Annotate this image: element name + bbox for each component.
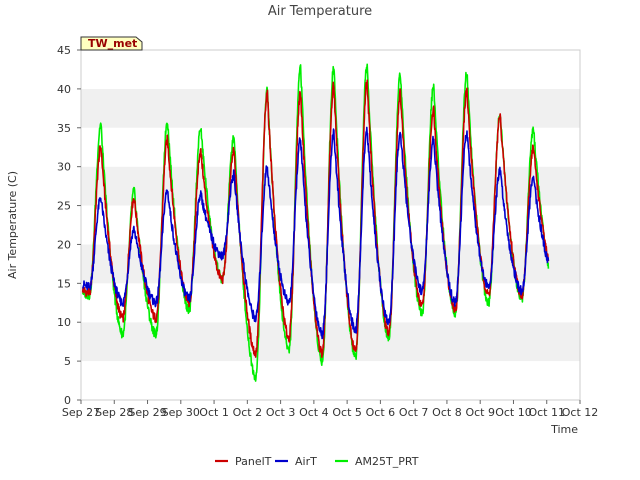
x-tick-label: Oct 11 bbox=[528, 406, 565, 419]
x-tick-label: Sep 30 bbox=[162, 406, 200, 419]
y-tick-label: 0 bbox=[64, 394, 71, 407]
y-tick-label: 35 bbox=[57, 122, 71, 135]
y-tick-label: 15 bbox=[57, 277, 71, 290]
legend-label: PanelT bbox=[235, 455, 272, 468]
y-tick-label: 45 bbox=[57, 44, 71, 57]
y-axis-label: Air Temperature (C) bbox=[6, 171, 19, 279]
x-tick-label: Oct 10 bbox=[495, 406, 532, 419]
y-tick-label: 40 bbox=[57, 83, 71, 96]
x-tick-label: Oct 4 bbox=[299, 406, 329, 419]
x-tick-label: Oct 12 bbox=[562, 406, 599, 419]
x-tick-label: Sep 28 bbox=[95, 406, 133, 419]
y-tick-label: 25 bbox=[57, 200, 71, 213]
legend: PanelT AirT AM25T_PRT bbox=[215, 455, 419, 468]
x-tick-label: Oct 1 bbox=[199, 406, 229, 419]
grid-band bbox=[81, 244, 580, 284]
x-tick-label: Oct 6 bbox=[366, 406, 396, 419]
plot-frame bbox=[80, 49, 581, 401]
x-tick-label: Oct 7 bbox=[399, 406, 429, 419]
x-tick-label: Oct 5 bbox=[332, 406, 362, 419]
y-tick-label: 5 bbox=[64, 355, 71, 368]
grid-band bbox=[81, 322, 580, 362]
station-tag-label: TW_met bbox=[88, 37, 137, 50]
x-tick-label: Oct 3 bbox=[266, 406, 296, 419]
y-tick-label: 10 bbox=[57, 316, 71, 329]
series-line-airt bbox=[82, 126, 550, 340]
x-tick-label: Sep 27 bbox=[62, 406, 100, 419]
x-tick-label: Oct 9 bbox=[465, 406, 495, 419]
legend-label: AirT bbox=[295, 455, 317, 468]
y-axis: 0 5 10 15 20 25 30 35 40 45 bbox=[57, 44, 81, 407]
y-tick-label: 20 bbox=[57, 238, 71, 251]
grid-band bbox=[81, 283, 580, 323]
grid-band bbox=[81, 361, 580, 400]
grid-band bbox=[81, 50, 580, 89]
legend-label: AM25T_PRT bbox=[355, 455, 419, 468]
station-tag: TW_met bbox=[80, 36, 143, 51]
x-tick-label: Sep 29 bbox=[128, 406, 166, 419]
x-axis-label: Time bbox=[550, 423, 578, 436]
chart-title: Air Temperature bbox=[268, 4, 372, 19]
x-tick-label: Oct 8 bbox=[432, 406, 462, 419]
series-layer bbox=[81, 63, 550, 382]
y-tick-label: 30 bbox=[57, 161, 71, 174]
x-tick-label: Oct 2 bbox=[233, 406, 263, 419]
